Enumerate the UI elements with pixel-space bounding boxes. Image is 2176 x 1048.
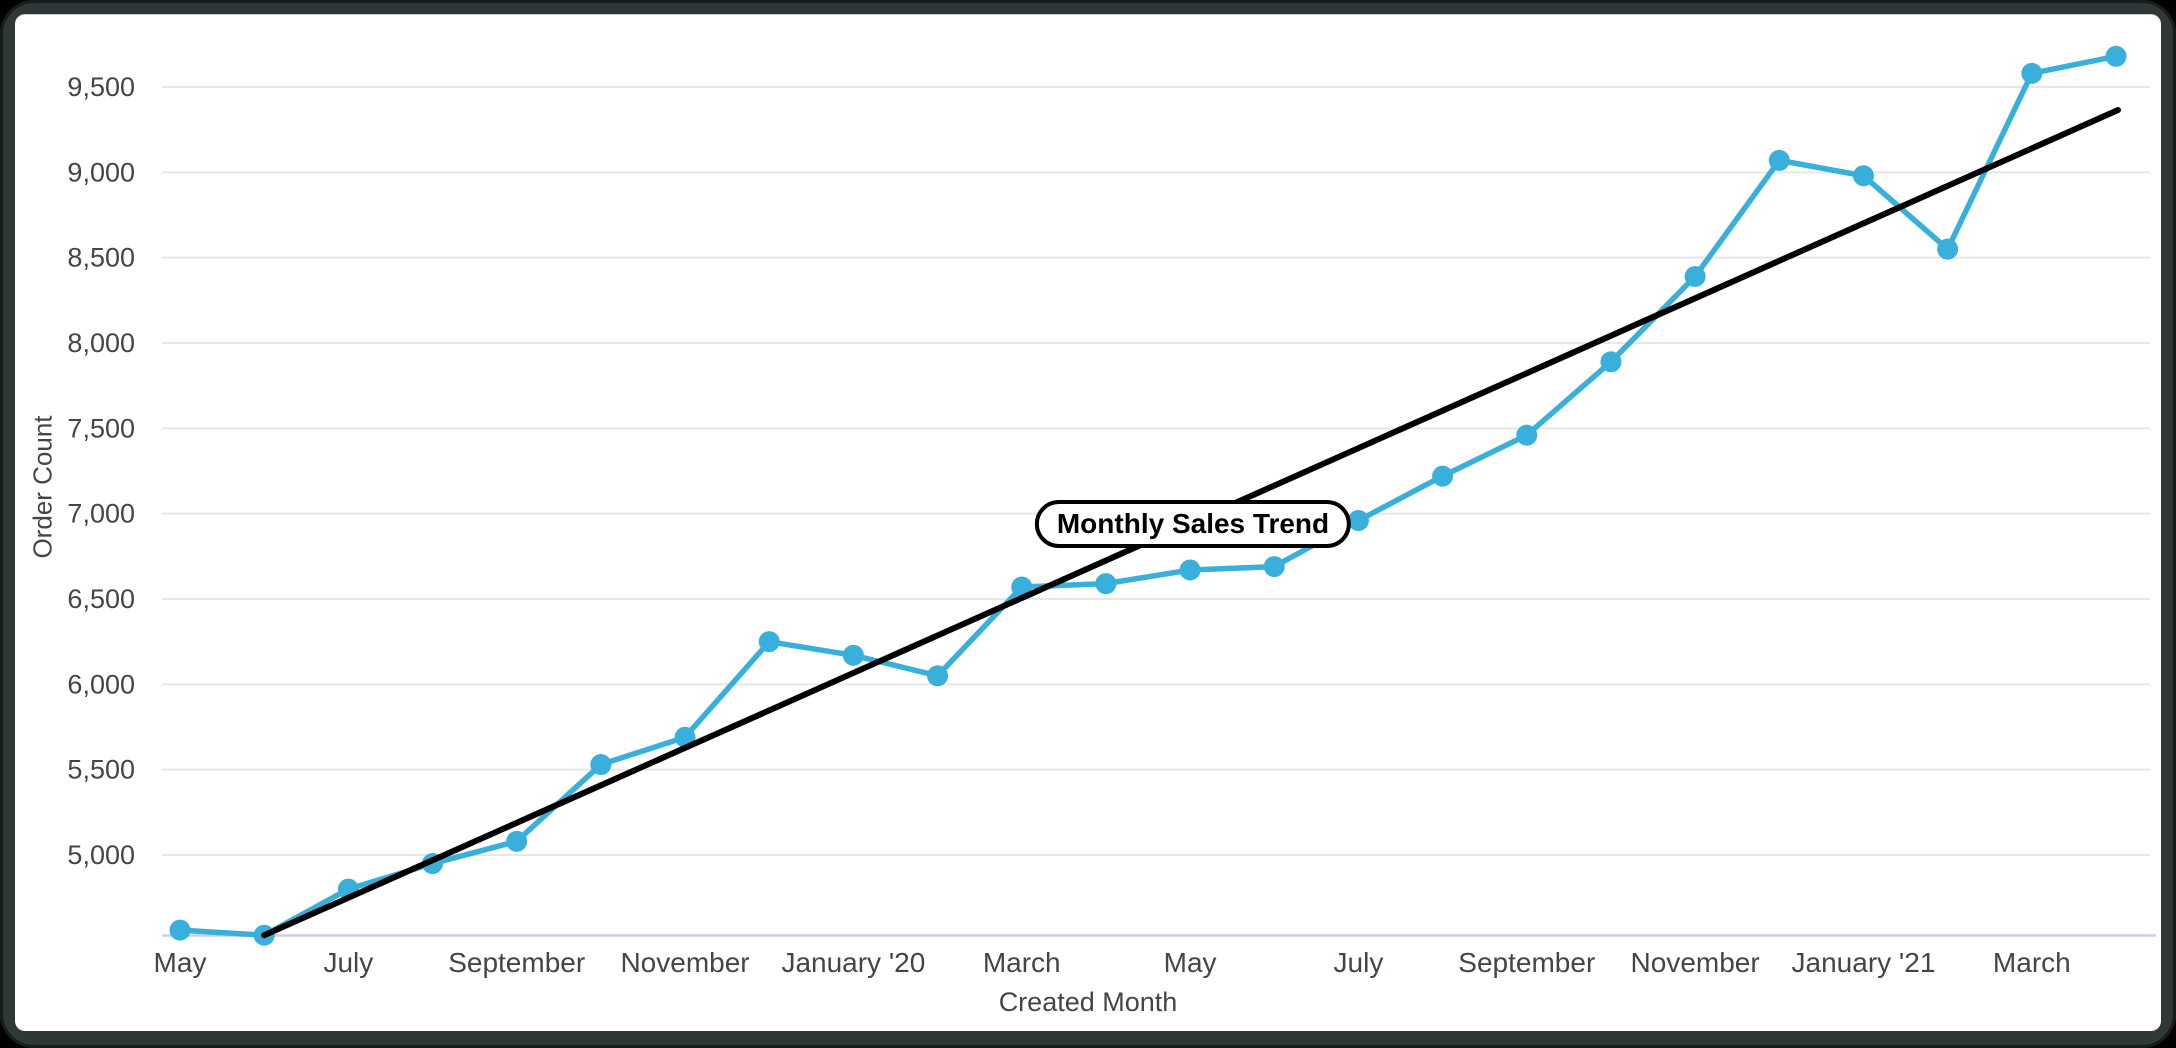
chart-annotation-badge: Monthly Sales Trend xyxy=(1034,500,1352,548)
y-tick-label: 6,500 xyxy=(67,584,135,614)
y-tick-label: 7,500 xyxy=(67,413,135,443)
data-point-may-2019[interactable] xyxy=(169,919,191,941)
x-tick-label: May xyxy=(1164,947,1217,978)
data-point-sep-2020[interactable] xyxy=(1516,424,1538,446)
data-point-dec-2020[interactable] xyxy=(1768,149,1790,171)
data-point-apr-2021[interactable] xyxy=(2105,45,2127,67)
data-point-feb-2021[interactable] xyxy=(1937,238,1959,260)
x-tick-label: November xyxy=(1631,947,1760,978)
y-tick-label: 5,500 xyxy=(67,755,135,785)
data-point-mar-2020[interactable] xyxy=(1011,576,1033,598)
data-point-mar-2021[interactable] xyxy=(2021,62,2043,84)
data-point-nov-2020[interactable] xyxy=(1684,265,1706,287)
data-point-jan-2020[interactable] xyxy=(842,644,864,666)
data-point-oct-2019[interactable] xyxy=(590,754,612,776)
data-point-feb-2020[interactable] xyxy=(927,665,949,687)
data-point-aug-2020[interactable] xyxy=(1432,465,1454,487)
x-tick-label: March xyxy=(1993,947,2071,978)
order-count-line xyxy=(177,53,2119,938)
x-tick-label: September xyxy=(1458,947,1595,978)
data-point-jul-2020[interactable] xyxy=(1347,509,1369,531)
data-point-jan-2021[interactable] xyxy=(1852,165,1874,187)
x-tick-label: July xyxy=(1334,947,1384,978)
x-tick-label: January '21 xyxy=(1792,947,1936,978)
y-tick-label: 8,000 xyxy=(67,328,135,358)
data-point-may-2020[interactable] xyxy=(1179,559,1201,581)
y-tick-label: 9,500 xyxy=(67,72,135,102)
y-axis-title: Order Count xyxy=(27,415,58,559)
x-tick-label: November xyxy=(620,947,749,978)
y-tick-label: 8,500 xyxy=(67,243,135,273)
y-tick-label: 5,000 xyxy=(67,840,135,870)
y-tick-label: 9,000 xyxy=(67,157,135,187)
data-point-jun-2020[interactable] xyxy=(1263,556,1285,578)
x-tick-label: May xyxy=(154,947,207,978)
x-tick-label: September xyxy=(448,947,585,978)
x-tick-label: July xyxy=(323,947,373,978)
x-tick-label: March xyxy=(983,947,1061,978)
data-point-apr-2020[interactable] xyxy=(1095,573,1117,595)
y-tick-label: 6,000 xyxy=(67,669,135,699)
data-point-oct-2020[interactable] xyxy=(1600,351,1622,373)
data-point-sep-2019[interactable] xyxy=(506,830,528,852)
data-point-dec-2019[interactable] xyxy=(758,631,780,653)
y-tick-label: 7,000 xyxy=(67,499,135,529)
x-axis-title: Created Month xyxy=(998,987,1178,1017)
x-tick-label: January '20 xyxy=(781,947,925,978)
